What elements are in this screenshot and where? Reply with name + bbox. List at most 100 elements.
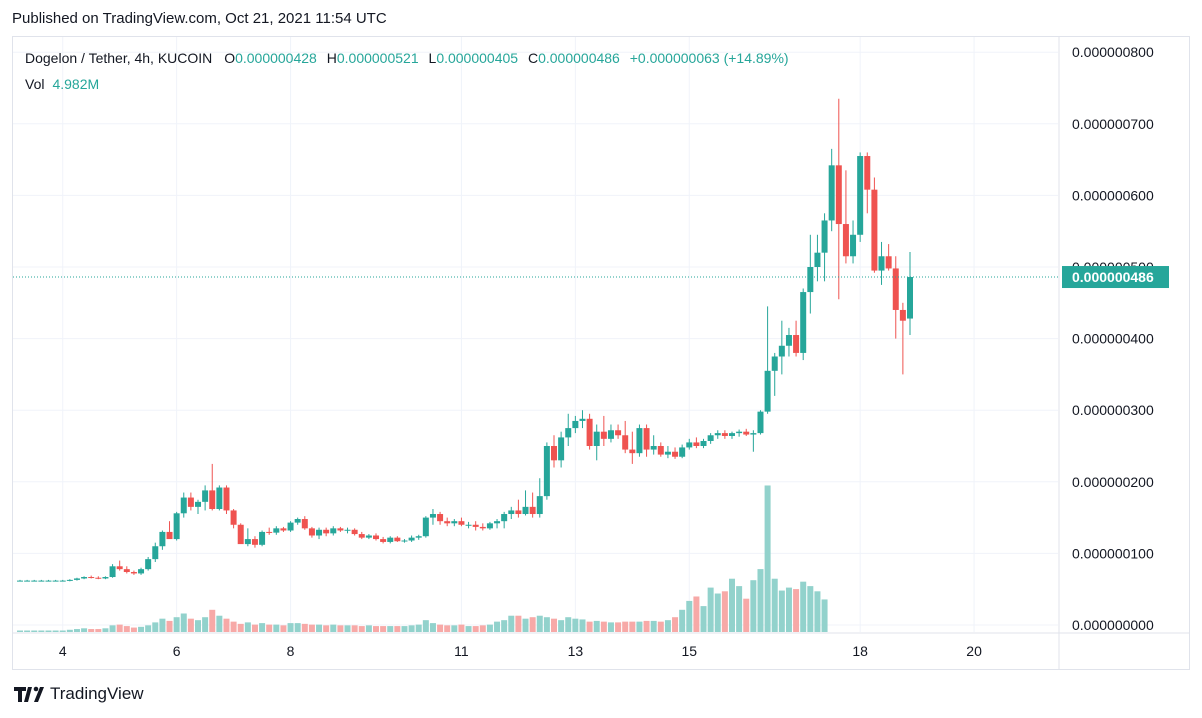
volume-bar [600, 621, 607, 632]
price-tick-label: 0.000000100 [1072, 545, 1154, 561]
volume-bar [380, 626, 387, 632]
candle-body [116, 566, 123, 570]
candle-body [187, 497, 194, 507]
volume-bar [301, 623, 308, 632]
volume-bar [615, 622, 622, 632]
candle-body [351, 529, 358, 535]
volume-bar [330, 624, 337, 632]
candle-body [209, 490, 216, 510]
volume-bar [73, 629, 80, 632]
volume-bar [138, 626, 145, 632]
price-tick-label: 0.000000000 [1072, 617, 1154, 633]
candle-body [330, 528, 337, 534]
volume-bar [180, 613, 187, 632]
volume-bar [38, 630, 45, 632]
candle-body [202, 490, 209, 502]
volume-bar [743, 598, 750, 632]
candle-body [899, 309, 906, 321]
candle-body [522, 506, 529, 515]
volume-bar [472, 626, 479, 632]
candle-body [337, 528, 344, 531]
candle-body [173, 513, 180, 540]
candle-body [878, 256, 885, 271]
volume-bar [800, 581, 807, 632]
volume-bar [807, 586, 814, 632]
candle-body [237, 524, 244, 545]
volume-bar [280, 625, 287, 632]
candle-body [593, 431, 600, 446]
candle-body [387, 537, 394, 542]
candle-body [138, 569, 145, 574]
candle-body [743, 431, 750, 435]
candle-body [672, 451, 679, 457]
volume-bar [259, 623, 266, 632]
volume-bar [273, 624, 280, 632]
volume-bar [522, 618, 529, 632]
volume-bar [672, 617, 679, 632]
volume-bar [793, 589, 800, 632]
volume-bar [486, 624, 493, 632]
volume-bar [458, 624, 465, 632]
candle-body [629, 449, 636, 454]
volume-bar [750, 580, 757, 632]
candle-body [551, 446, 557, 461]
volume-bar [209, 609, 216, 632]
candle-body [586, 418, 593, 446]
volume-bar [195, 620, 201, 632]
candle-body [636, 428, 643, 454]
candle-body [543, 446, 550, 497]
volume-bar [365, 625, 372, 632]
candle-body [273, 528, 280, 533]
candle-body [778, 345, 785, 357]
volume-bar [707, 587, 714, 632]
volume-value: 4.982M [52, 76, 100, 92]
volume-bar [123, 626, 130, 632]
candle-body [885, 256, 892, 269]
footer-brand[interactable]: TradingView [14, 684, 144, 704]
candle-body [828, 165, 835, 221]
volume-bar [45, 630, 52, 632]
candle-body [251, 539, 258, 545]
candle-body [130, 572, 137, 574]
candle-body [729, 433, 735, 436]
candle-body [907, 277, 913, 319]
candle-body [600, 431, 607, 439]
volume-bar [714, 593, 721, 632]
volume-bar [729, 578, 735, 632]
candle-body [81, 577, 88, 579]
volume-bar [429, 623, 436, 632]
candle-body [800, 292, 807, 353]
volume-bar [187, 618, 194, 632]
volume-bar [572, 618, 579, 632]
volume-bar [373, 626, 379, 632]
published-caption: Published on TradingView.com, Oct 21, 20… [12, 10, 387, 27]
symbol-title[interactable]: Dogelon / Tether, 4h, KUCOIN [25, 50, 213, 66]
candle-body [301, 519, 308, 529]
volume-bar [622, 621, 629, 632]
candle-body [223, 487, 230, 511]
candle-body [287, 522, 294, 531]
candle-body [230, 510, 237, 525]
volume-bar [308, 624, 315, 632]
candle-body [365, 535, 372, 538]
volume-bar [686, 600, 693, 632]
candle-body [622, 435, 629, 450]
volume-bar [244, 622, 251, 632]
date-tick-label: 8 [287, 643, 295, 659]
last-price-tag [1062, 266, 1169, 289]
volume-bar [643, 620, 650, 632]
candle-body [486, 523, 493, 529]
candle-body [31, 580, 38, 582]
volume-bar [230, 621, 237, 632]
volume-bar [536, 615, 543, 632]
volume-label: Vol [25, 76, 45, 92]
candle-body [707, 435, 714, 441]
candle-body [123, 569, 130, 573]
candle-body [508, 510, 515, 515]
volume-bar [565, 617, 572, 632]
volume-bar [166, 620, 173, 632]
open-label: O [224, 50, 236, 66]
volume-bar [636, 621, 643, 632]
date-tick-label: 20 [966, 643, 982, 659]
